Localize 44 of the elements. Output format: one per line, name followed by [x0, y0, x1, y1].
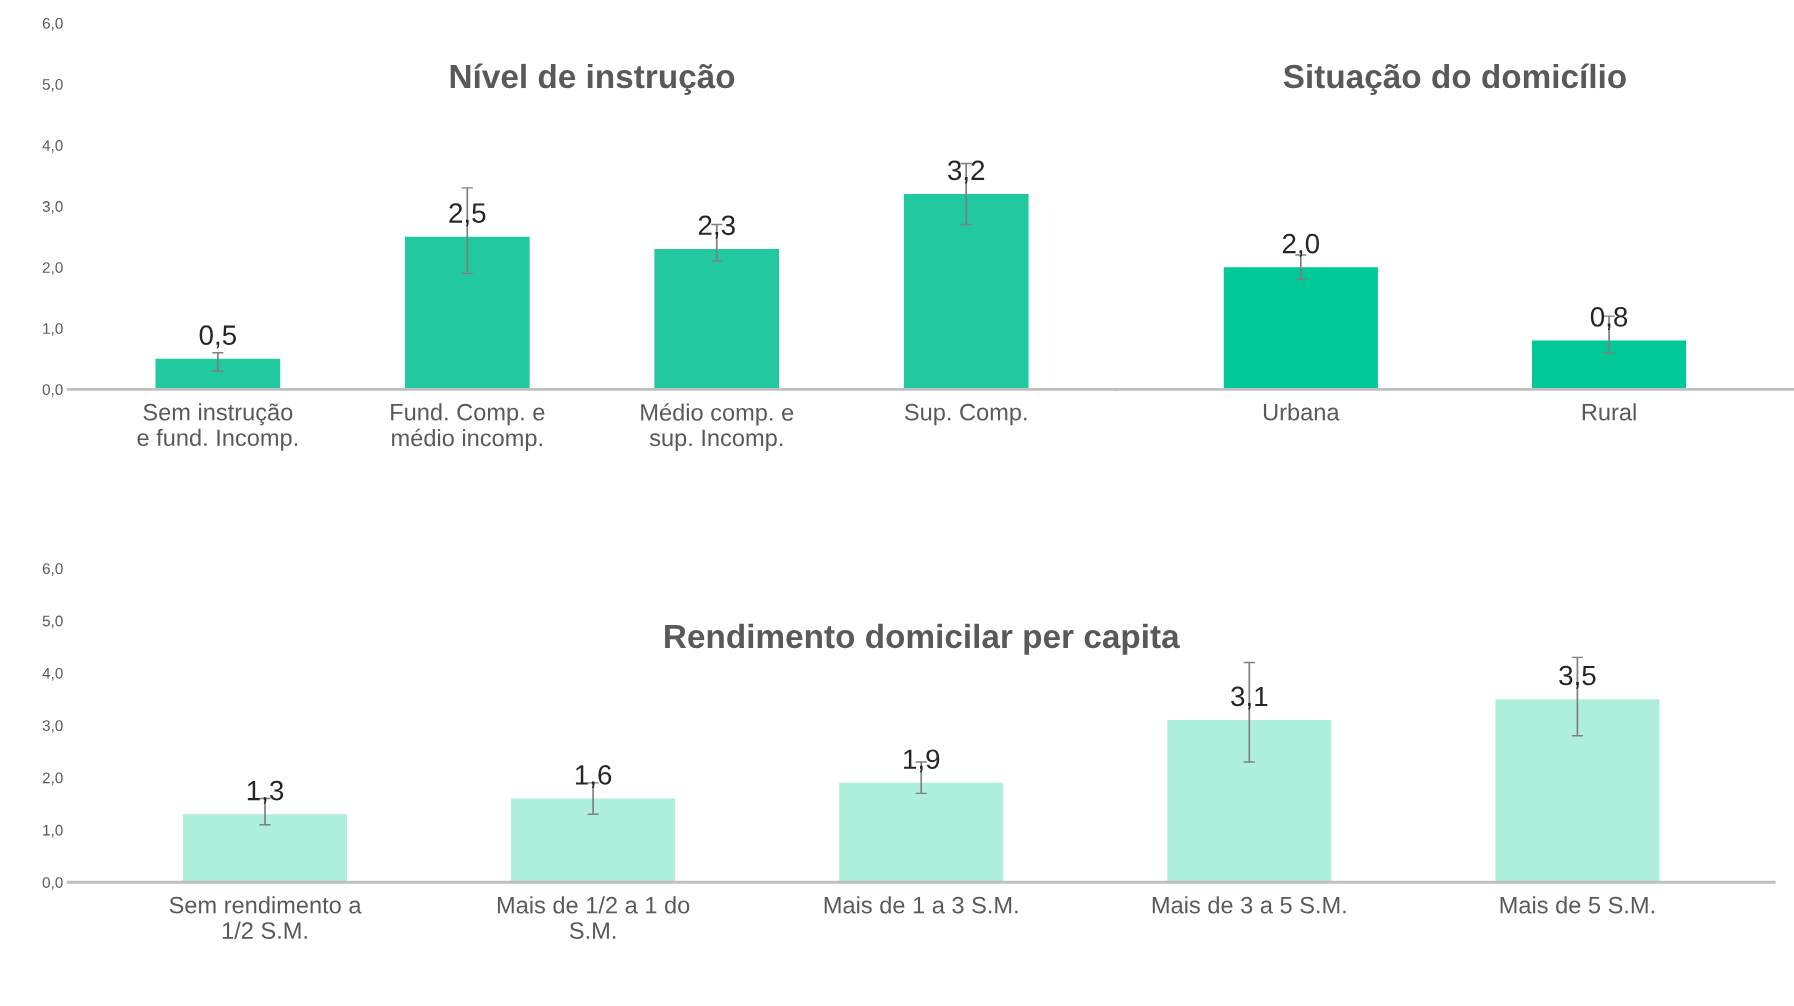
x-tick-label: Mais de 1 a 3 S.M.: [824, 896, 1018, 914]
x-tick-label: Sem instrução e fund. Incomp.: [137, 403, 298, 451]
data-label: 2,3: [698, 215, 735, 239]
y-tick-label: 1,0: [43, 824, 63, 838]
x-tick-label: Urbana: [1263, 403, 1340, 421]
data-label: 1,6: [575, 765, 612, 789]
text: Rendimento domicilar per capita: [665, 623, 1180, 655]
bar: [183, 814, 348, 883]
data-label: 2,0: [1282, 233, 1320, 257]
bar: [155, 358, 281, 390]
x-tick-label: Rural: [1582, 403, 1636, 421]
data-label: 1,9: [904, 749, 940, 773]
bar: [839, 782, 1004, 883]
y-tick-label: 5,0: [42, 615, 63, 629]
y-tick-label: 3,0: [42, 720, 63, 733]
y-tick-label: 1,0: [43, 323, 63, 336]
bar: [1495, 699, 1660, 883]
y-tick-label: 3,0: [42, 201, 63, 214]
bar: [404, 236, 530, 390]
y-tick-label: 0,0: [42, 384, 63, 397]
y-tick-label: 2,0: [42, 262, 63, 275]
y-tick-label: 0,0: [42, 877, 63, 890]
x-tick-label: Sup. Comp.: [904, 403, 1027, 426]
x-tick-label: Mais de 1/2 a 1 do S.M.: [497, 896, 690, 939]
data-label: 0,8: [1590, 307, 1628, 330]
data-label: 1,3: [247, 780, 284, 804]
text: Situação do domicílio: [1283, 63, 1626, 95]
x-tick-label: Mais de 3 a 5 S.M.: [1152, 896, 1346, 914]
x-tick-label: Mais de 5 S.M.: [1500, 896, 1654, 914]
y-tick-label: 4,0: [42, 667, 63, 681]
bar: [511, 798, 676, 883]
y-tick-label: 4,0: [42, 140, 63, 153]
bar: [654, 248, 780, 390]
x-tick-label: Médio comp. e sup. Incomp.: [641, 403, 794, 451]
text: Nível de instrução: [450, 63, 735, 95]
y-tick-label: 2,0: [42, 772, 63, 786]
data-label: 0,5: [199, 325, 236, 349]
x-tick-label: Sem rendimento a 1/2 S.M.: [169, 896, 362, 939]
y-tick-label: 6,0: [42, 563, 63, 576]
bar: [1167, 720, 1332, 883]
y-tick-label: 5,0: [42, 79, 63, 92]
bar: [903, 194, 1029, 390]
x-tick-label: Fund. Comp. e médio incomp.: [391, 403, 545, 451]
y-tick-label: 6,0: [42, 18, 63, 31]
